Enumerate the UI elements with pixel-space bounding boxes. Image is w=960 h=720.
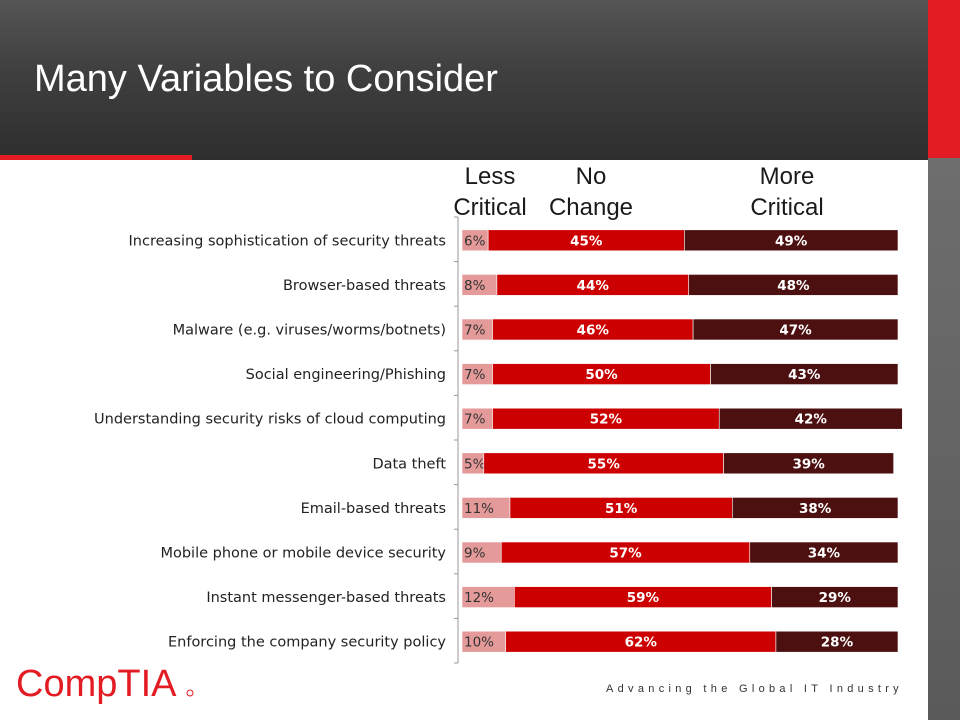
data-label: 6% [464,233,486,249]
column-header-less-critical: Less Critical [453,163,527,221]
bar-segment [771,586,899,608]
category-label: Enforcing the company security policy [168,635,446,651]
data-label: 51% [605,501,638,517]
data-label: 45% [570,233,603,249]
data-label: 59% [627,590,660,606]
data-label: 34% [808,546,841,562]
data-label: 7% [464,323,486,339]
data-label: 38% [799,501,832,517]
data-label: 8% [464,278,486,294]
data-label: 12% [464,590,494,606]
bar-segment [775,630,899,653]
category-label: Email-based threats [301,501,446,517]
bar-segment [692,318,899,341]
side-accent-bar [928,0,960,720]
data-label: 49% [775,233,808,249]
data-label: 11% [464,501,494,517]
data-label: 28% [821,635,854,651]
category-label: Increasing sophistication of security th… [129,233,447,249]
data-label: 50% [585,367,618,383]
category-label: Data theft [372,456,446,472]
column-header-no-change: No Change [548,163,634,221]
data-label: 39% [792,456,825,472]
data-label: 57% [609,546,642,562]
category-label: Understanding security risks of cloud co… [94,412,446,428]
data-label: 44% [577,278,610,294]
data-label: 7% [464,412,486,428]
data-label: 7% [464,367,486,383]
data-label: 46% [577,323,610,339]
category-label: Social engineering/Phishing [246,367,446,383]
bar-segment [723,452,894,475]
data-label: 48% [777,278,810,294]
category-label: Instant messenger-based threats [206,590,446,606]
bar-segment [732,497,899,519]
data-label: 52% [590,412,623,428]
title-accent-stripe [0,155,192,160]
data-label: 43% [788,367,821,383]
title-banner [0,0,928,160]
data-label: 42% [795,412,828,428]
bar-segment [684,229,899,252]
column-header-more-critical: More Critical [750,163,824,221]
category-label: Malware (e.g. viruses/worms/botnets) [173,323,446,339]
category-label: Mobile phone or mobile device security [160,546,446,562]
data-label: 62% [625,635,658,651]
data-label: 47% [779,323,812,339]
bar-segment [749,541,899,564]
data-label: 10% [464,635,494,651]
registered-mark-icon [186,689,194,697]
data-label: 55% [588,456,621,472]
comptia-logo: CompTIA [16,663,194,704]
bar-segment [688,274,899,296]
bar-segment [718,407,903,430]
tagline: Advancing the Global IT Industry [606,683,903,695]
category-label: Browser-based threats [283,278,446,294]
logo-wordmark: CompTIA [16,663,177,704]
slide-title: Many Variables to Consider [34,58,498,100]
data-label: 5% [464,456,486,472]
data-label: 29% [819,590,852,606]
bar-segment [710,363,899,385]
data-label: 9% [464,546,486,562]
